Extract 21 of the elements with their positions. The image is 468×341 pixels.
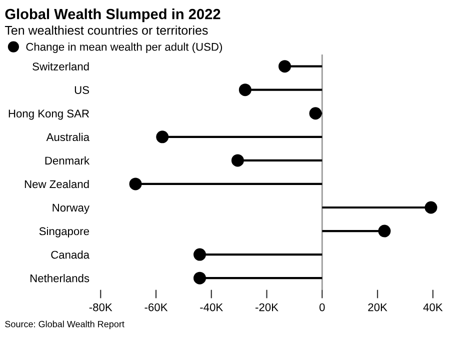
y-tick-label: Hong Kong SAR	[8, 110, 89, 120]
x-tick-label: -40K	[200, 303, 223, 312]
y-tick-label: Singapore	[39, 227, 90, 238]
x-tick-label: 20K	[368, 303, 388, 312]
x-tick-label: 40K	[423, 303, 443, 312]
x-tick-label: 0	[319, 303, 325, 312]
y-tick-label: US	[74, 86, 89, 94]
y-tick-label: Norway	[52, 204, 90, 214]
x-tick-label: -80K	[89, 303, 112, 312]
chart-subtitle: Ten wealthiest countries or territories	[4, 26, 208, 35]
x-tick-label: -20K	[256, 303, 278, 312]
legend-label: Change in mean wealth per adult (USD)	[26, 42, 222, 53]
x-tick-label: -60K	[144, 303, 168, 312]
y-tick-label: Switzerland	[32, 62, 89, 70]
y-tick-label: New Zealand	[24, 180, 89, 188]
y-tick-label: Netherlands	[30, 274, 90, 282]
y-tick-label: Denmark	[45, 156, 90, 165]
chart-title: Global Wealth Slumped in 2022	[5, 8, 220, 22]
y-tick-label: Australia	[46, 132, 90, 142]
y-tick-label: Canada	[51, 250, 90, 259]
source-note: Source: Global Wealth Report	[5, 320, 124, 330]
